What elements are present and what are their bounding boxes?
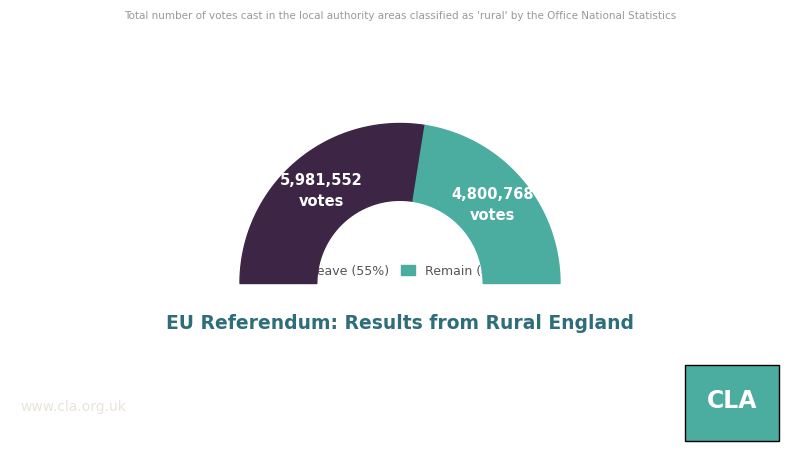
Text: 5,981,552
votes: 5,981,552 votes <box>280 173 362 209</box>
Polygon shape <box>240 123 425 284</box>
Text: Total number of votes cast in the local authority areas classified as 'rural' by: Total number of votes cast in the local … <box>124 11 676 21</box>
Polygon shape <box>413 126 560 284</box>
Text: EU Referendum: Results from Rural England: EU Referendum: Results from Rural Englan… <box>166 314 634 333</box>
Legend: Leave (55%), Remain (45%): Leave (55%), Remain (45%) <box>281 260 519 283</box>
Text: www.cla.org.uk: www.cla.org.uk <box>20 400 126 414</box>
Text: 4,800,768
votes: 4,800,768 votes <box>451 187 534 223</box>
FancyBboxPatch shape <box>685 365 779 441</box>
Text: CLA: CLA <box>706 389 758 413</box>
